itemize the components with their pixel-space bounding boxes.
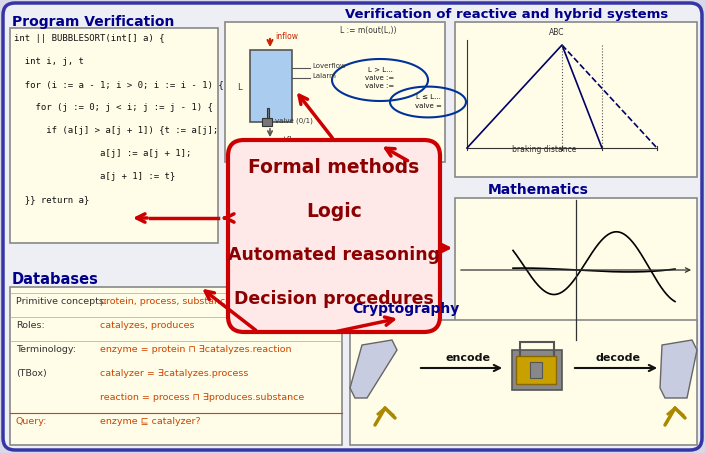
- Bar: [516, 356, 556, 384]
- Text: enzyme ⊑ catalyzer?: enzyme ⊑ catalyzer?: [100, 417, 201, 426]
- Bar: [225, 22, 445, 162]
- Polygon shape: [660, 340, 697, 398]
- Bar: [530, 362, 542, 378]
- Text: valve (0/1): valve (0/1): [275, 118, 313, 125]
- Text: Query:: Query:: [16, 417, 47, 426]
- Text: enzyme = protein ⊓ ∃catalyzes.reaction: enzyme = protein ⊓ ∃catalyzes.reaction: [100, 345, 291, 354]
- Text: Verification of reactive and hybrid systems: Verification of reactive and hybrid syst…: [345, 8, 668, 21]
- Text: valve :=: valve :=: [365, 83, 395, 89]
- Text: L := m(out(L,)): L := m(out(L,)): [340, 26, 396, 35]
- Bar: [10, 287, 342, 445]
- Text: Decision procedures: Decision procedures: [234, 290, 434, 308]
- Text: Databases: Databases: [12, 272, 99, 287]
- Text: Mathematics: Mathematics: [488, 183, 589, 197]
- Text: for (j := 0; j < i; j := j - 1) {: for (j := 0; j < i; j := j - 1) {: [14, 103, 213, 112]
- Text: Primitive concepts:: Primitive concepts:: [16, 297, 107, 306]
- FancyBboxPatch shape: [228, 140, 440, 332]
- Bar: [262, 118, 272, 126]
- Bar: [250, 50, 292, 122]
- Text: catalyzer = ∃catalyzes.process: catalyzer = ∃catalyzes.process: [100, 369, 248, 378]
- Text: valve :=: valve :=: [365, 75, 395, 81]
- Text: L := m(L,): L := m(L,): [340, 148, 378, 157]
- Text: int || BUBBLESORT(int[] a) {: int || BUBBLESORT(int[] a) {: [14, 34, 164, 43]
- Text: Terminology:: Terminology:: [16, 345, 76, 354]
- Bar: [520, 342, 554, 360]
- Text: L: L: [237, 83, 242, 92]
- Text: Program Verification: Program Verification: [12, 15, 174, 29]
- Text: reaction = process ⊓ ∃produces.substance: reaction = process ⊓ ∃produces.substance: [100, 393, 305, 402]
- Text: int i, j, t: int i, j, t: [14, 57, 84, 66]
- Text: braking distance: braking distance: [512, 145, 577, 154]
- Text: a[j + 1] := t}: a[j + 1] := t}: [14, 172, 176, 181]
- Text: encode: encode: [446, 353, 491, 363]
- Text: valve =: valve =: [415, 103, 441, 109]
- FancyBboxPatch shape: [3, 3, 702, 450]
- Bar: [455, 198, 697, 343]
- Bar: [10, 28, 218, 243]
- Text: L > L...: L > L...: [367, 67, 393, 73]
- Bar: [350, 320, 697, 445]
- Text: outflow: outflow: [275, 136, 303, 145]
- Text: }} return a}: }} return a}: [14, 195, 90, 204]
- Text: Cryptography: Cryptography: [352, 302, 459, 316]
- Text: catalyzes, produces: catalyzes, produces: [100, 321, 195, 330]
- Text: for (i := a - 1; i > 0; i := i - 1) {: for (i := a - 1; i > 0; i := i - 1) {: [14, 80, 223, 89]
- Text: Loverflow: Loverflow: [312, 63, 345, 69]
- Text: Logic: Logic: [306, 202, 362, 221]
- Text: L ≤ L...: L ≤ L...: [415, 94, 441, 100]
- Bar: [455, 22, 697, 177]
- Text: Lalarm: Lalarm: [312, 73, 336, 79]
- Bar: [267, 108, 269, 118]
- Text: a[j] := a[j + 1];: a[j] := a[j + 1];: [14, 149, 191, 158]
- Text: protein, process, substance: protein, process, substance: [100, 297, 231, 306]
- Text: Formal methods: Formal methods: [248, 158, 419, 177]
- Text: Roles:: Roles:: [16, 321, 44, 330]
- Text: if (a[j] > a[j + 1]) {t := a[j];: if (a[j] > a[j + 1]) {t := a[j];: [14, 126, 219, 135]
- Bar: [512, 350, 562, 390]
- Text: Automated reasoning: Automated reasoning: [228, 246, 440, 264]
- Text: ABC: ABC: [549, 28, 565, 37]
- Text: inflow: inflow: [275, 32, 298, 41]
- Text: decode: decode: [596, 353, 641, 363]
- Polygon shape: [350, 340, 397, 398]
- Text: (TBox): (TBox): [16, 369, 47, 378]
